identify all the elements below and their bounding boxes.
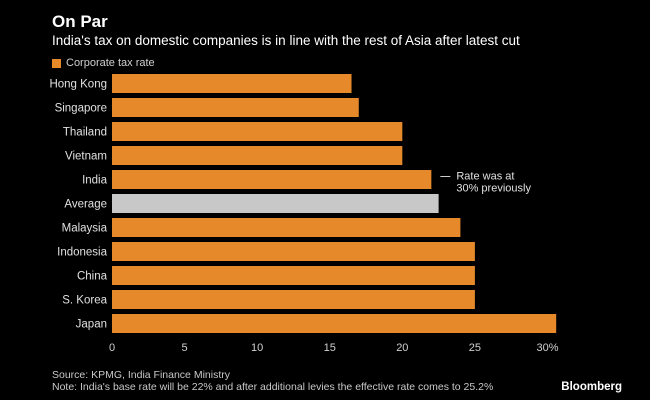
annotation-text-line: 30% previously [456,183,531,195]
category-label-vietnam: Vietnam [65,151,107,163]
category-label-indonesia: Indonesia [57,247,107,259]
x-tick-label: 30% [536,342,558,354]
bar-singapore [112,98,359,117]
x-tick-label: 5 [182,342,188,354]
bar-thailand [112,122,403,141]
bar-india [112,170,432,189]
bar-vietnam [112,146,403,165]
x-tick-label: 20 [396,342,408,354]
category-label-india: India [82,175,108,187]
x-tick-label: 0 [109,342,115,354]
legend: Corporate tax rate [52,57,155,69]
chart-subtitle: India's tax on domestic companies is in … [52,33,520,48]
category-label-singapore: Singapore [55,103,107,115]
bar-japan [112,314,557,333]
legend-label: Corporate tax rate [66,57,155,69]
bar-average [112,194,439,213]
bar-hong-kong [112,74,352,93]
category-label-hong-kong: Hong Kong [49,79,107,91]
chart-title: On Par [52,12,108,31]
bar-china [112,266,475,285]
bar-malaysia [112,218,461,237]
legend-swatch [52,58,61,68]
category-label-thailand: Thailand [63,127,107,139]
x-tick-label: 15 [324,342,336,354]
source-text: Source: KPMG, India Finance Ministry [52,369,230,381]
x-tick-label: 10 [251,342,263,354]
bar-indonesia [112,242,475,261]
category-label-china: China [77,271,108,283]
annotation-text-line: Rate was at [456,171,514,183]
category-label-s-korea: S. Korea [62,295,107,307]
bar-s-korea [112,290,475,309]
x-tick-label: 25 [469,342,481,354]
category-label-average: Average [64,199,107,211]
note-text: Note: India's base rate will be 22% and … [52,381,494,393]
category-label-japan: Japan [76,319,107,331]
bloomberg-logo: Bloomberg [561,381,622,393]
category-label-malaysia: Malaysia [62,223,108,235]
